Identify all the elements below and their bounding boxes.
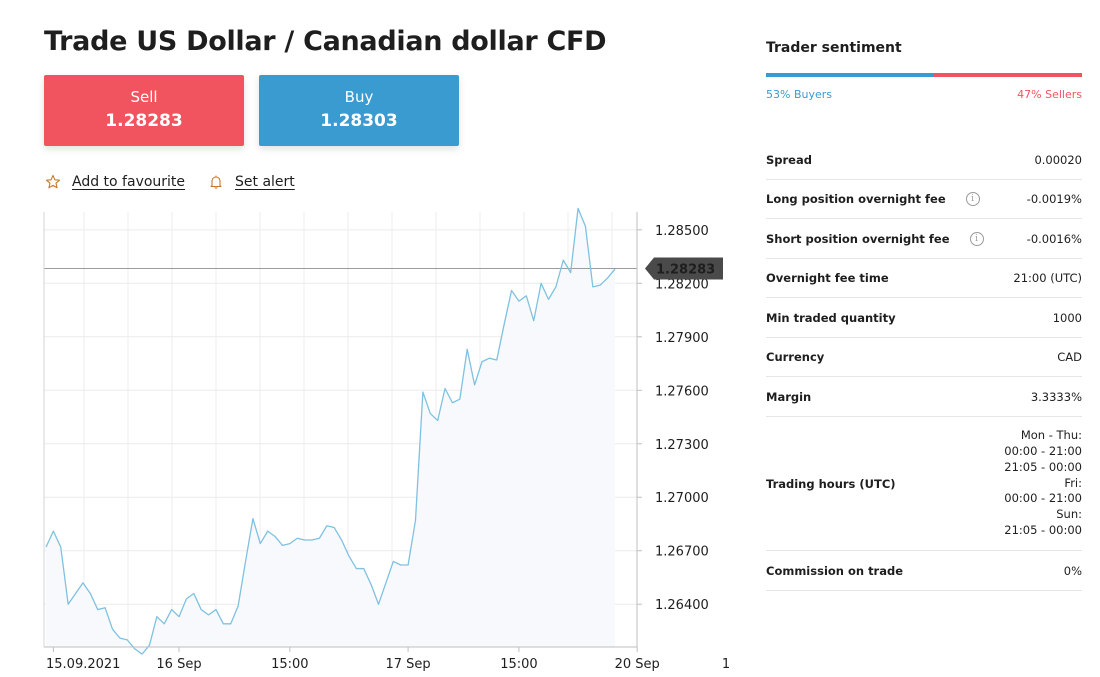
trading-hours-line: 00:00 - 21:00 (1004, 444, 1082, 458)
star-icon (45, 174, 61, 190)
buy-price: 1.28303 (320, 111, 398, 131)
info-value: 0% (1063, 563, 1082, 578)
info-value: Mon - Thu: 00:00 - 21:00 21:05 - 00:00 Fri:… (1004, 428, 1082, 539)
page-title: Trade US Dollar / Canadian dollar CFD (44, 26, 607, 57)
trading-hours-line: 21:05 - 00:00 (1004, 522, 1082, 537)
sell-button[interactable]: Sell 1.28283 (44, 75, 244, 146)
current-price-label: 1.28283 (656, 263, 715, 278)
trading-hours-line: Sun: (1056, 507, 1082, 522)
add-to-favourite-label: Add to favourite (72, 174, 186, 190)
y-tick-label: 1.27900 (655, 331, 709, 346)
info-row: Min traded quantity 1000 (766, 298, 1082, 338)
info-row: Commission on trade 0% (766, 551, 1082, 591)
x-tick-label: 15:00 (271, 657, 308, 672)
info-key-label: Spread (766, 152, 812, 167)
y-tick-label: 1.28500 (655, 224, 709, 239)
info-key-label: Trading hours (UTC) (766, 476, 896, 491)
info-value: 21:00 (UTC) (1013, 271, 1082, 285)
info-row: Long position overnight fee i -0.0019% (766, 180, 1082, 219)
info-key: Margin (766, 390, 811, 404)
sentiment-sellers-fill (933, 73, 1082, 77)
sentiment-buyers-fill (766, 73, 934, 77)
y-tick-label: 1.27600 (655, 384, 709, 399)
info-icon[interactable]: i (965, 192, 980, 206)
x-tick-label: 16 Sep (156, 657, 201, 672)
info-value: -0.0016% (1026, 231, 1082, 246)
set-alert-link[interactable]: Set alert (208, 174, 295, 190)
info-value: -0.0019% (1026, 192, 1082, 206)
info-value: 0.00020 (1034, 152, 1082, 167)
info-key-label: Currency (766, 350, 825, 364)
trading-hours-line: Fri: (1064, 475, 1082, 490)
y-tick-label: 1.27000 (655, 491, 709, 506)
info-key: Short position overnight fee i (766, 231, 984, 246)
info-key-label: Long position overnight fee (766, 192, 946, 206)
info-key: Trading hours (UTC) (766, 477, 896, 491)
info-key-label: Min traded quantity (766, 310, 896, 325)
info-key: Spread (766, 153, 812, 167)
bell-icon (208, 174, 224, 190)
trader-sentiment-title: Trader sentiment (766, 40, 902, 56)
info-row: Margin 3.3333% (766, 377, 1082, 417)
info-icon[interactable]: i (969, 231, 984, 246)
info-value: 1000 (1052, 310, 1082, 325)
info-row: Short position overnight fee i -0.0016% (766, 219, 1082, 259)
price-line (45, 207, 616, 655)
set-alert-label: Set alert (235, 174, 295, 190)
info-key-label: Overnight fee time (766, 271, 889, 285)
trading-hours-line: Mon - Thu: (1020, 428, 1082, 443)
y-tick-label: 1.28200 (655, 277, 709, 292)
trading-hours-line: 21:05 - 00:00 (1004, 459, 1082, 474)
buy-label: Buy (344, 88, 374, 106)
current-price-marker (645, 257, 723, 280)
x-tick-label: 15.09.2021 (46, 657, 120, 672)
x-tick-label: 15:00 (500, 657, 537, 672)
x-tick-label: 15:00 (722, 657, 730, 672)
buyers-percentage: 53% Buyers (766, 88, 832, 101)
info-value: 3.3333% (1030, 389, 1082, 404)
price-chart[interactable]: 1.28500 1.28200 1.27900 1.27600 1.27300 1.270… (0, 200, 730, 677)
info-key-label: Commission on trade (766, 563, 904, 578)
info-row: Spread 0.00020 (766, 140, 1082, 180)
y-tick-label: 1.27300 (655, 438, 709, 453)
y-tick-label: 1.26400 (655, 598, 709, 613)
sell-price: 1.28283 (105, 111, 183, 131)
add-to-favourite-link[interactable]: Add to favourite (45, 174, 185, 190)
info-key: Overnight fee time (766, 271, 889, 285)
info-key: Commission on trade (766, 564, 903, 578)
info-key: Min traded quantity (766, 311, 896, 325)
info-row: Currency CAD (766, 338, 1082, 377)
info-key-label: Short position overnight fee (766, 231, 950, 246)
info-row: Overnight fee time 21:00 (UTC) (766, 259, 1082, 298)
x-tick-label: 20 Sep (615, 657, 660, 672)
sellers-percentage: 47% Sellers (1017, 88, 1082, 101)
info-key-label: Margin (766, 389, 812, 404)
info-value: CAD (1057, 350, 1082, 364)
info-row: Trading hours (UTC) Mon - Thu: 00:00 - 21:… (766, 417, 1082, 551)
chart-area (46, 208, 615, 655)
info-key: Currency (766, 350, 824, 364)
y-tick-label: 1.26700 (655, 545, 709, 560)
sentiment-bar (766, 73, 1082, 77)
trading-hours-line: 00:00 - 21:00 (1004, 491, 1082, 506)
info-key: Long position overnight fee i (766, 192, 980, 206)
x-tick-label: 17 Sep (385, 657, 430, 672)
sell-label: Sell (130, 88, 158, 106)
buy-button[interactable]: Buy 1.28303 (259, 75, 459, 146)
instrument-info-table: Spread 0.00020 Long position overnight fee… (766, 140, 1082, 591)
